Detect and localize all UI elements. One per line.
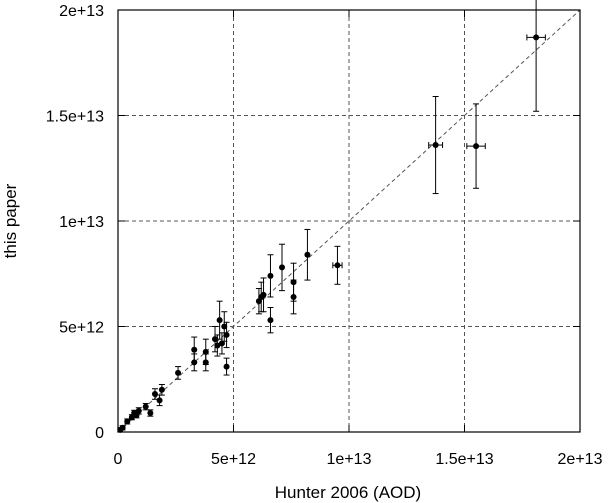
point-marker xyxy=(267,317,274,324)
data-point xyxy=(428,96,444,195)
reference-line-layer xyxy=(117,9,581,433)
point-marker xyxy=(218,340,225,347)
point-marker xyxy=(142,403,149,410)
point-marker xyxy=(260,291,267,298)
data-point xyxy=(223,357,230,376)
point-marker xyxy=(202,359,209,366)
point-marker xyxy=(223,331,230,338)
data-point xyxy=(191,336,198,363)
x-tick-labels: 0 5e+12 1e+13 1.5e+13 2e+13 xyxy=(114,451,603,468)
point-marker xyxy=(212,336,219,343)
point-marker xyxy=(202,348,209,355)
data-point xyxy=(124,418,131,425)
data-point xyxy=(526,0,546,112)
data-point xyxy=(279,243,286,292)
y-tick-label: 5e+12 xyxy=(59,320,104,337)
point-marker xyxy=(158,386,165,393)
data-point xyxy=(147,409,154,417)
point-marker xyxy=(267,272,274,279)
data-point xyxy=(223,321,230,349)
data-point xyxy=(304,228,311,281)
y-axis-label: this paper xyxy=(1,183,20,258)
data-point xyxy=(142,403,149,411)
point-marker xyxy=(119,424,126,431)
data-point xyxy=(267,254,274,298)
y-tick-label: 2e+13 xyxy=(59,3,104,20)
point-marker xyxy=(334,262,341,269)
point-marker xyxy=(191,346,198,353)
data-point xyxy=(466,103,486,189)
point-marker xyxy=(214,342,221,349)
data-point xyxy=(260,277,267,313)
y-tick-labels: 0 5e+12 1e+13 1.5e+13 2e+13 xyxy=(46,3,104,442)
reference-line xyxy=(117,9,581,433)
y-tick-label: 1e+13 xyxy=(59,214,104,231)
point-marker xyxy=(223,363,230,370)
x-tick-label: 5e+12 xyxy=(211,451,256,468)
point-marker xyxy=(304,251,311,258)
point-marker xyxy=(432,142,439,149)
y-tick-label: 1.5e+13 xyxy=(46,109,104,126)
data-point xyxy=(214,334,221,357)
x-tick-label: 0 xyxy=(114,451,123,468)
data-point xyxy=(202,353,209,372)
point-marker xyxy=(151,391,158,398)
data-point xyxy=(151,388,158,400)
point-marker xyxy=(175,369,182,376)
point-marker xyxy=(473,143,480,150)
data-point xyxy=(135,407,142,415)
x-tick-label: 2e+13 xyxy=(558,451,603,468)
point-marker xyxy=(124,418,131,425)
x-axis-label: Hunter 2006 (AOD) xyxy=(275,483,421,502)
data-points xyxy=(117,0,546,433)
x-tick-label: 1.5e+13 xyxy=(435,451,493,468)
point-marker xyxy=(290,293,297,300)
point-marker xyxy=(279,264,286,271)
point-marker xyxy=(156,397,163,404)
grid-lines xyxy=(118,10,580,432)
data-point xyxy=(158,384,165,396)
data-point xyxy=(267,307,274,334)
point-marker xyxy=(221,323,228,330)
data-point xyxy=(119,424,126,431)
data-point xyxy=(175,366,182,380)
point-marker xyxy=(533,34,540,41)
data-point xyxy=(212,326,219,353)
point-marker xyxy=(216,317,223,324)
data-point xyxy=(290,279,297,315)
y-tick-label: 0 xyxy=(95,425,104,442)
tick-marks xyxy=(117,9,581,433)
x-tick-label: 1e+13 xyxy=(327,451,372,468)
data-point xyxy=(156,394,163,407)
data-point xyxy=(332,245,343,285)
point-marker xyxy=(135,407,142,414)
point-marker xyxy=(147,410,154,417)
